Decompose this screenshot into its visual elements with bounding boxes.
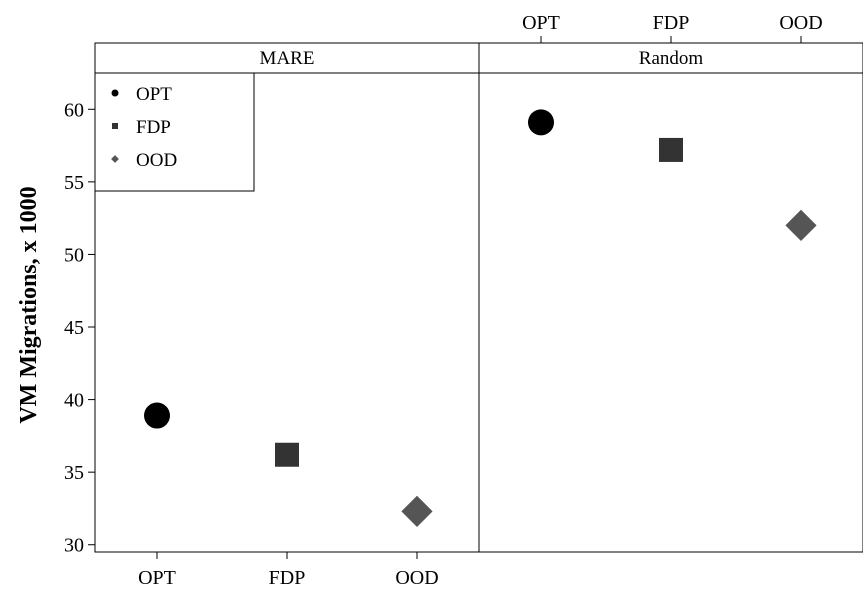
x-tick-label-mare-ood: OOD: [395, 567, 438, 589]
point-mare-ood: [401, 495, 433, 527]
y-tick-label-55: 55: [64, 172, 84, 194]
axes: 30 35 40 45 50 55 60 OPT FDP OOD OPT FDP OOD: [64, 12, 823, 589]
legend: OPT FDP OOD: [94, 72, 255, 192]
y-tick-label-45: 45: [64, 317, 84, 339]
point-mare-fdp: [275, 442, 299, 467]
point-random-opt: [528, 109, 554, 136]
legend-label-fdp: FDP: [136, 117, 171, 138]
legend-marker-opt: [111, 89, 119, 97]
panel-title-mare: MARE: [260, 48, 315, 69]
panel-strips: MARE Random: [260, 48, 704, 69]
point-mare-opt: [144, 402, 170, 429]
legend-label-opt: OPT: [136, 84, 172, 105]
y-tick-label-35: 35: [64, 462, 84, 484]
legend-marker-fdp: [112, 123, 118, 129]
legend-box: [94, 72, 255, 192]
x-tick-label-mare-fdp: FDP: [269, 567, 306, 589]
legend-marker-ood: [111, 155, 119, 163]
y-tick-label-60: 60: [64, 99, 84, 121]
legend-label-ood: OOD: [136, 150, 177, 171]
y-tick-label-50: 50: [64, 244, 84, 266]
point-random-ood: [785, 209, 817, 242]
y-tick-label-30: 30: [64, 535, 84, 557]
x-tick-label-random-ood: OOD: [779, 12, 822, 34]
data-points: [144, 109, 817, 527]
x-tick-label-random-fdp: FDP: [653, 12, 690, 34]
point-random-fdp: [659, 137, 683, 162]
x-tick-label-random-opt: OPT: [522, 12, 560, 34]
x-tick-label-mare-opt: OPT: [138, 567, 176, 589]
panel-title-random: Random: [639, 48, 704, 69]
y-tick-label-40: 40: [64, 390, 84, 412]
y-axis-label: VM Migrations, x 1000: [16, 186, 42, 423]
